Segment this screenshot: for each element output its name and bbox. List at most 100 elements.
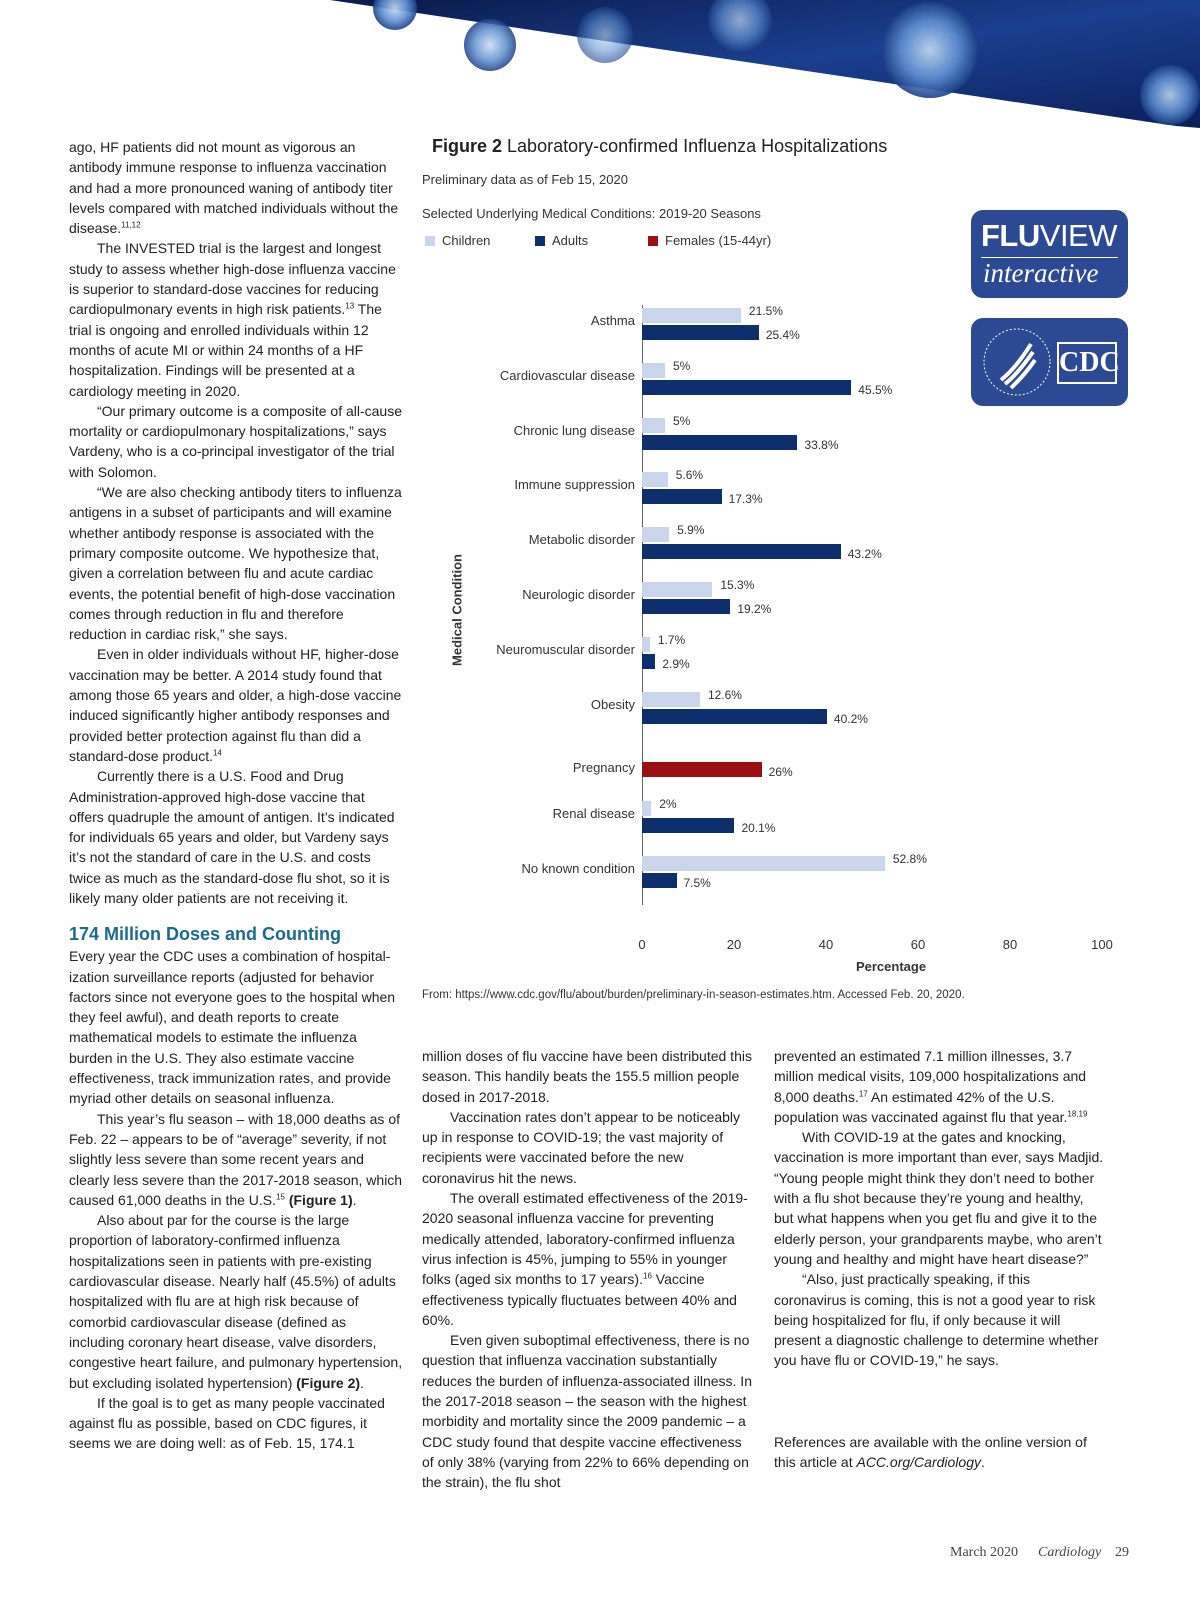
paragraph: “Also, just practically speaking, if thi… xyxy=(774,1269,1106,1370)
bar-children xyxy=(642,856,885,871)
legend-entry: Adults xyxy=(535,233,588,248)
middle-article-column: million doses of flu vaccine have been d… xyxy=(422,1046,754,1493)
text-run: Vaccination rates don’t appear to be not… xyxy=(422,1108,741,1186)
logo-text-bold: FLU xyxy=(981,218,1040,253)
category-label: Pregnancy xyxy=(572,760,635,776)
legend-label: Females (15-44yr) xyxy=(665,233,772,248)
text-run: . xyxy=(352,1191,357,1208)
bar-females-15-44yr- xyxy=(642,762,762,778)
x-axis-title: Percentage xyxy=(855,959,927,974)
bar-children xyxy=(642,636,650,652)
paragraph: The INVESTED trial is the largest and lo… xyxy=(69,238,403,400)
cdc-logo-text: CDC xyxy=(1057,342,1120,384)
text-run: If the goal is to get as many people vac… xyxy=(69,1394,385,1452)
category-label: Cardiovascular disease xyxy=(499,367,635,383)
x-tick-label: 20 xyxy=(726,937,742,952)
bar-children xyxy=(642,472,668,488)
figure-reference: (Figure 2) xyxy=(296,1374,361,1391)
figure-subtitle: Preliminary data as of Feb 15, 2020 xyxy=(422,172,628,187)
cdc-hhs-logo: CDC xyxy=(971,318,1128,406)
paragraph: “We are also checking antibody titers to… xyxy=(69,482,403,644)
section-heading: 174 Million Doses and Counting xyxy=(69,924,342,945)
x-tick-label: 80 xyxy=(1002,937,1018,952)
legend-swatch xyxy=(648,235,658,246)
x-tick-label: 0 xyxy=(638,937,646,952)
footer-date: March 2020 xyxy=(950,1545,1019,1560)
reference-superscript: 13 xyxy=(345,301,355,311)
data-label: 15.3% xyxy=(720,578,755,592)
paragraph: Even in older individuals without HF, hi… xyxy=(69,644,403,766)
text-run: Even given suboptimal effectiveness, the… xyxy=(422,1332,752,1491)
text-run: The overall estimated effectiveness of t… xyxy=(422,1190,748,1288)
bar-children xyxy=(642,801,652,817)
bar-adults xyxy=(642,818,735,834)
figure-source: From: https://www.cdc.gov/flu/about/burd… xyxy=(422,989,965,1001)
legend-label: Children xyxy=(442,233,491,248)
text-run: The trial is ongoing and enrolled indivi… xyxy=(69,301,382,399)
references-text: References are available with the online… xyxy=(774,1433,1087,1471)
article-text-after-heading: Every year the CDC uses a combination of… xyxy=(69,946,403,1453)
data-label: 25.4% xyxy=(765,328,800,342)
category-label: Neuromuscular disorder xyxy=(496,641,635,657)
paragraph: prevented an estimated 7.1 million illne… xyxy=(774,1046,1106,1127)
article-text-before-heading: ago, HF patients did not mount as vigoro… xyxy=(69,137,403,908)
legend-swatch xyxy=(535,235,545,246)
data-label: 1.7% xyxy=(657,632,686,647)
logo-text: VIEW xyxy=(1039,218,1118,253)
data-label: 19.2% xyxy=(737,602,772,616)
bar-adults xyxy=(642,489,722,505)
reference-superscript: 18,19 xyxy=(1067,1109,1088,1119)
paragraph: This year’s flu season – with 18,000 dea… xyxy=(69,1109,403,1210)
bar-adults xyxy=(642,434,798,450)
x-tick-label: 40 xyxy=(818,937,834,952)
paragraph: Every year the CDC uses a combination of… xyxy=(69,946,403,1108)
data-label: 45.5% xyxy=(858,382,893,397)
data-label: 2% xyxy=(659,797,677,812)
footer-magazine: Cardiology xyxy=(1038,1545,1102,1560)
data-label: 7.5% xyxy=(683,876,711,890)
x-tick-label: 100 xyxy=(1091,937,1113,952)
paragraph: With COVID-19 at the gates and knocking,… xyxy=(774,1127,1106,1269)
data-label: 17.3% xyxy=(728,492,763,507)
reference-superscript: 17 xyxy=(858,1088,868,1098)
bar-children xyxy=(642,362,665,378)
text-run: Even in older individuals without HF, hi… xyxy=(69,646,402,764)
data-label: 5% xyxy=(673,413,691,428)
chart-title: Selected Underlying Medical Conditions: … xyxy=(422,206,761,221)
figure-title: Figure 2 Laboratory-confirmed Influenza … xyxy=(432,136,887,157)
bar-adults xyxy=(642,873,677,888)
data-label: 12.6% xyxy=(707,687,742,702)
data-label: 26% xyxy=(768,765,793,780)
paragraph: million doses of flu vaccine have been d… xyxy=(422,1046,754,1107)
text-run: . xyxy=(360,1374,364,1391)
text-run: An estimated 42% of the U.S. population … xyxy=(774,1088,1068,1125)
paragraph: ago, HF patients did not mount as vigoro… xyxy=(69,137,403,238)
x-tick-label: 60 xyxy=(910,937,926,952)
category-label: Neurologic disorder xyxy=(522,587,635,602)
bar-children xyxy=(642,691,700,707)
y-axis-title: Medical Condition xyxy=(449,554,465,666)
text-run: prevented an estimated 7.1 million illne… xyxy=(774,1048,1087,1105)
data-label: 2.9% xyxy=(662,656,690,671)
paragraph: If the goal is to get as many people vac… xyxy=(69,1393,403,1454)
category-label: Obesity xyxy=(590,696,635,712)
fluview-logo: FLUVIEW interactive xyxy=(971,210,1128,298)
bar-adults xyxy=(642,653,656,669)
figure-reference: (Figure 1) xyxy=(288,1191,353,1208)
text-run: “We are also checking antibody titers to… xyxy=(69,484,402,643)
references-link[interactable]: ACC.org/Cardiology xyxy=(856,1454,981,1471)
bar-children xyxy=(642,417,665,433)
data-label: 40.2% xyxy=(833,711,868,726)
legend-swatch xyxy=(425,235,435,246)
category-label: Renal disease xyxy=(552,806,635,822)
data-label: 20.1% xyxy=(741,821,776,836)
references-note: References are available with the online… xyxy=(774,1432,1106,1473)
hhs-eagle-icon xyxy=(983,328,1051,396)
paragraph: Vaccination rates don’t appear to be not… xyxy=(422,1107,754,1188)
data-label: 43.2% xyxy=(847,547,882,562)
category-label: Chronic lung disease xyxy=(513,422,635,438)
data-label: 5.9% xyxy=(677,523,705,538)
footer-page-number: 29 xyxy=(1115,1545,1129,1560)
paragraph: The overall estimated effectiveness of t… xyxy=(422,1188,754,1330)
